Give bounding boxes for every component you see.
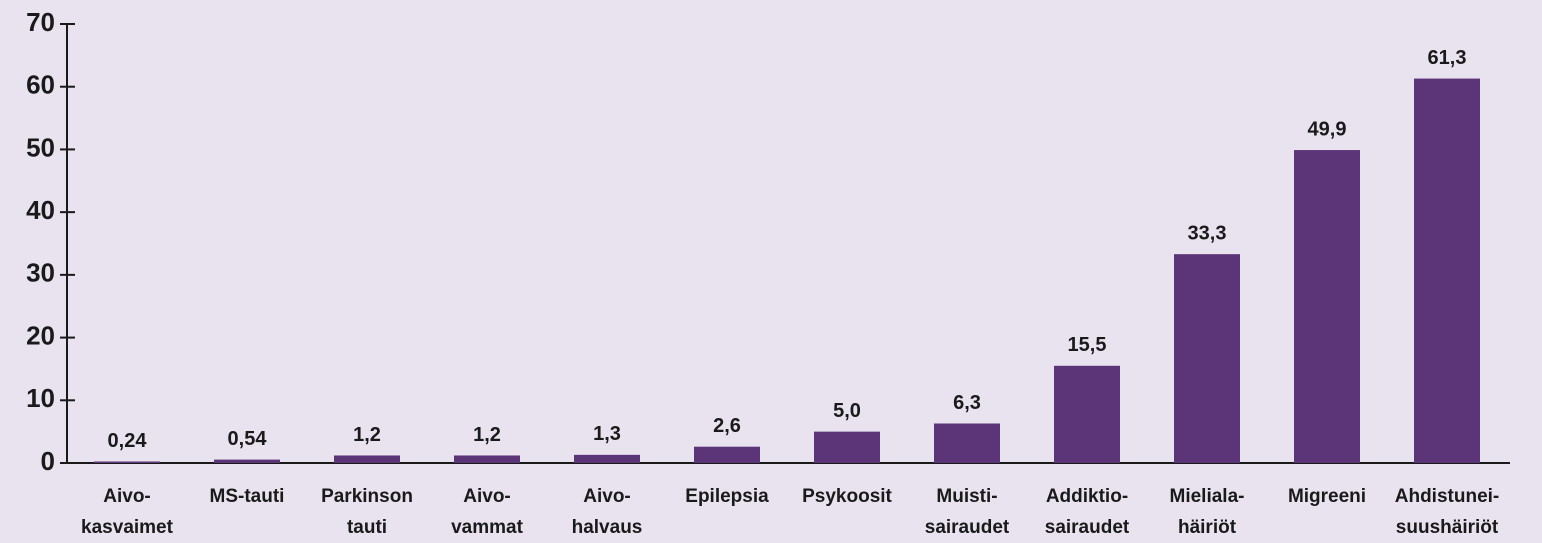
x-tick-label: Aivo-: [583, 486, 631, 507]
x-tick-label: Migreeni: [1288, 486, 1366, 507]
bar: [334, 455, 400, 463]
value-label: 15,5: [1068, 334, 1107, 356]
x-tick-label: kasvaimet: [81, 517, 174, 538]
value-label: 1,3: [593, 423, 621, 445]
bar: [1294, 150, 1360, 463]
value-label: 5,0: [833, 400, 861, 422]
bar: [94, 461, 160, 463]
bar: [214, 459, 280, 463]
x-tick-label: sairaudet: [1045, 517, 1130, 538]
x-tick-label: tauti: [347, 517, 387, 538]
x-tick-label: Mieliala-: [1170, 486, 1245, 507]
value-label: 0,54: [228, 428, 268, 450]
bar: [934, 423, 1000, 463]
x-tick-label: Aivo-: [103, 486, 151, 507]
bar: [574, 454, 640, 463]
x-tick-label: Aivo-: [463, 486, 511, 507]
bar: [1414, 78, 1480, 463]
x-tick-label: suushäiriöt: [1396, 517, 1499, 538]
y-tick-label: 50: [26, 132, 55, 162]
bar: [1174, 254, 1240, 463]
y-tick-label: 30: [26, 258, 55, 288]
x-tick-label: MS-tauti: [210, 486, 285, 507]
value-label: 49,9: [1308, 118, 1347, 140]
value-label: 1,2: [473, 424, 501, 446]
x-tick-label: Psykoosit: [802, 486, 892, 507]
x-tick-label: sairaudet: [925, 517, 1010, 538]
value-label: 0,24: [108, 430, 148, 452]
value-label: 33,3: [1188, 222, 1227, 244]
bar: [694, 446, 760, 463]
bar: [454, 455, 520, 463]
x-tick-label: Parkinson: [321, 486, 413, 507]
x-tick-label: vammat: [451, 517, 523, 538]
y-tick-label: 10: [26, 383, 55, 413]
value-label: 1,2: [353, 424, 381, 446]
y-tick-label: 0: [41, 446, 55, 476]
x-tick-label: halvaus: [572, 517, 643, 538]
x-tick-label: häiriöt: [1178, 517, 1237, 538]
value-label: 6,3: [953, 392, 981, 414]
value-label: 61,3: [1428, 47, 1467, 69]
y-tick-label: 40: [26, 195, 55, 225]
y-tick-label: 60: [26, 70, 55, 100]
x-tick-label: Addiktio-: [1046, 486, 1128, 507]
y-tick-label: 70: [26, 7, 55, 37]
y-tick-label: 20: [26, 320, 55, 350]
x-tick-label: Epilepsia: [685, 486, 769, 507]
bar: [814, 431, 880, 463]
x-tick-label: Muisti-: [936, 486, 997, 507]
bar: [1054, 365, 1120, 463]
x-tick-label: Ahdistunei-: [1395, 486, 1500, 507]
value-label: 2,6: [713, 415, 741, 437]
